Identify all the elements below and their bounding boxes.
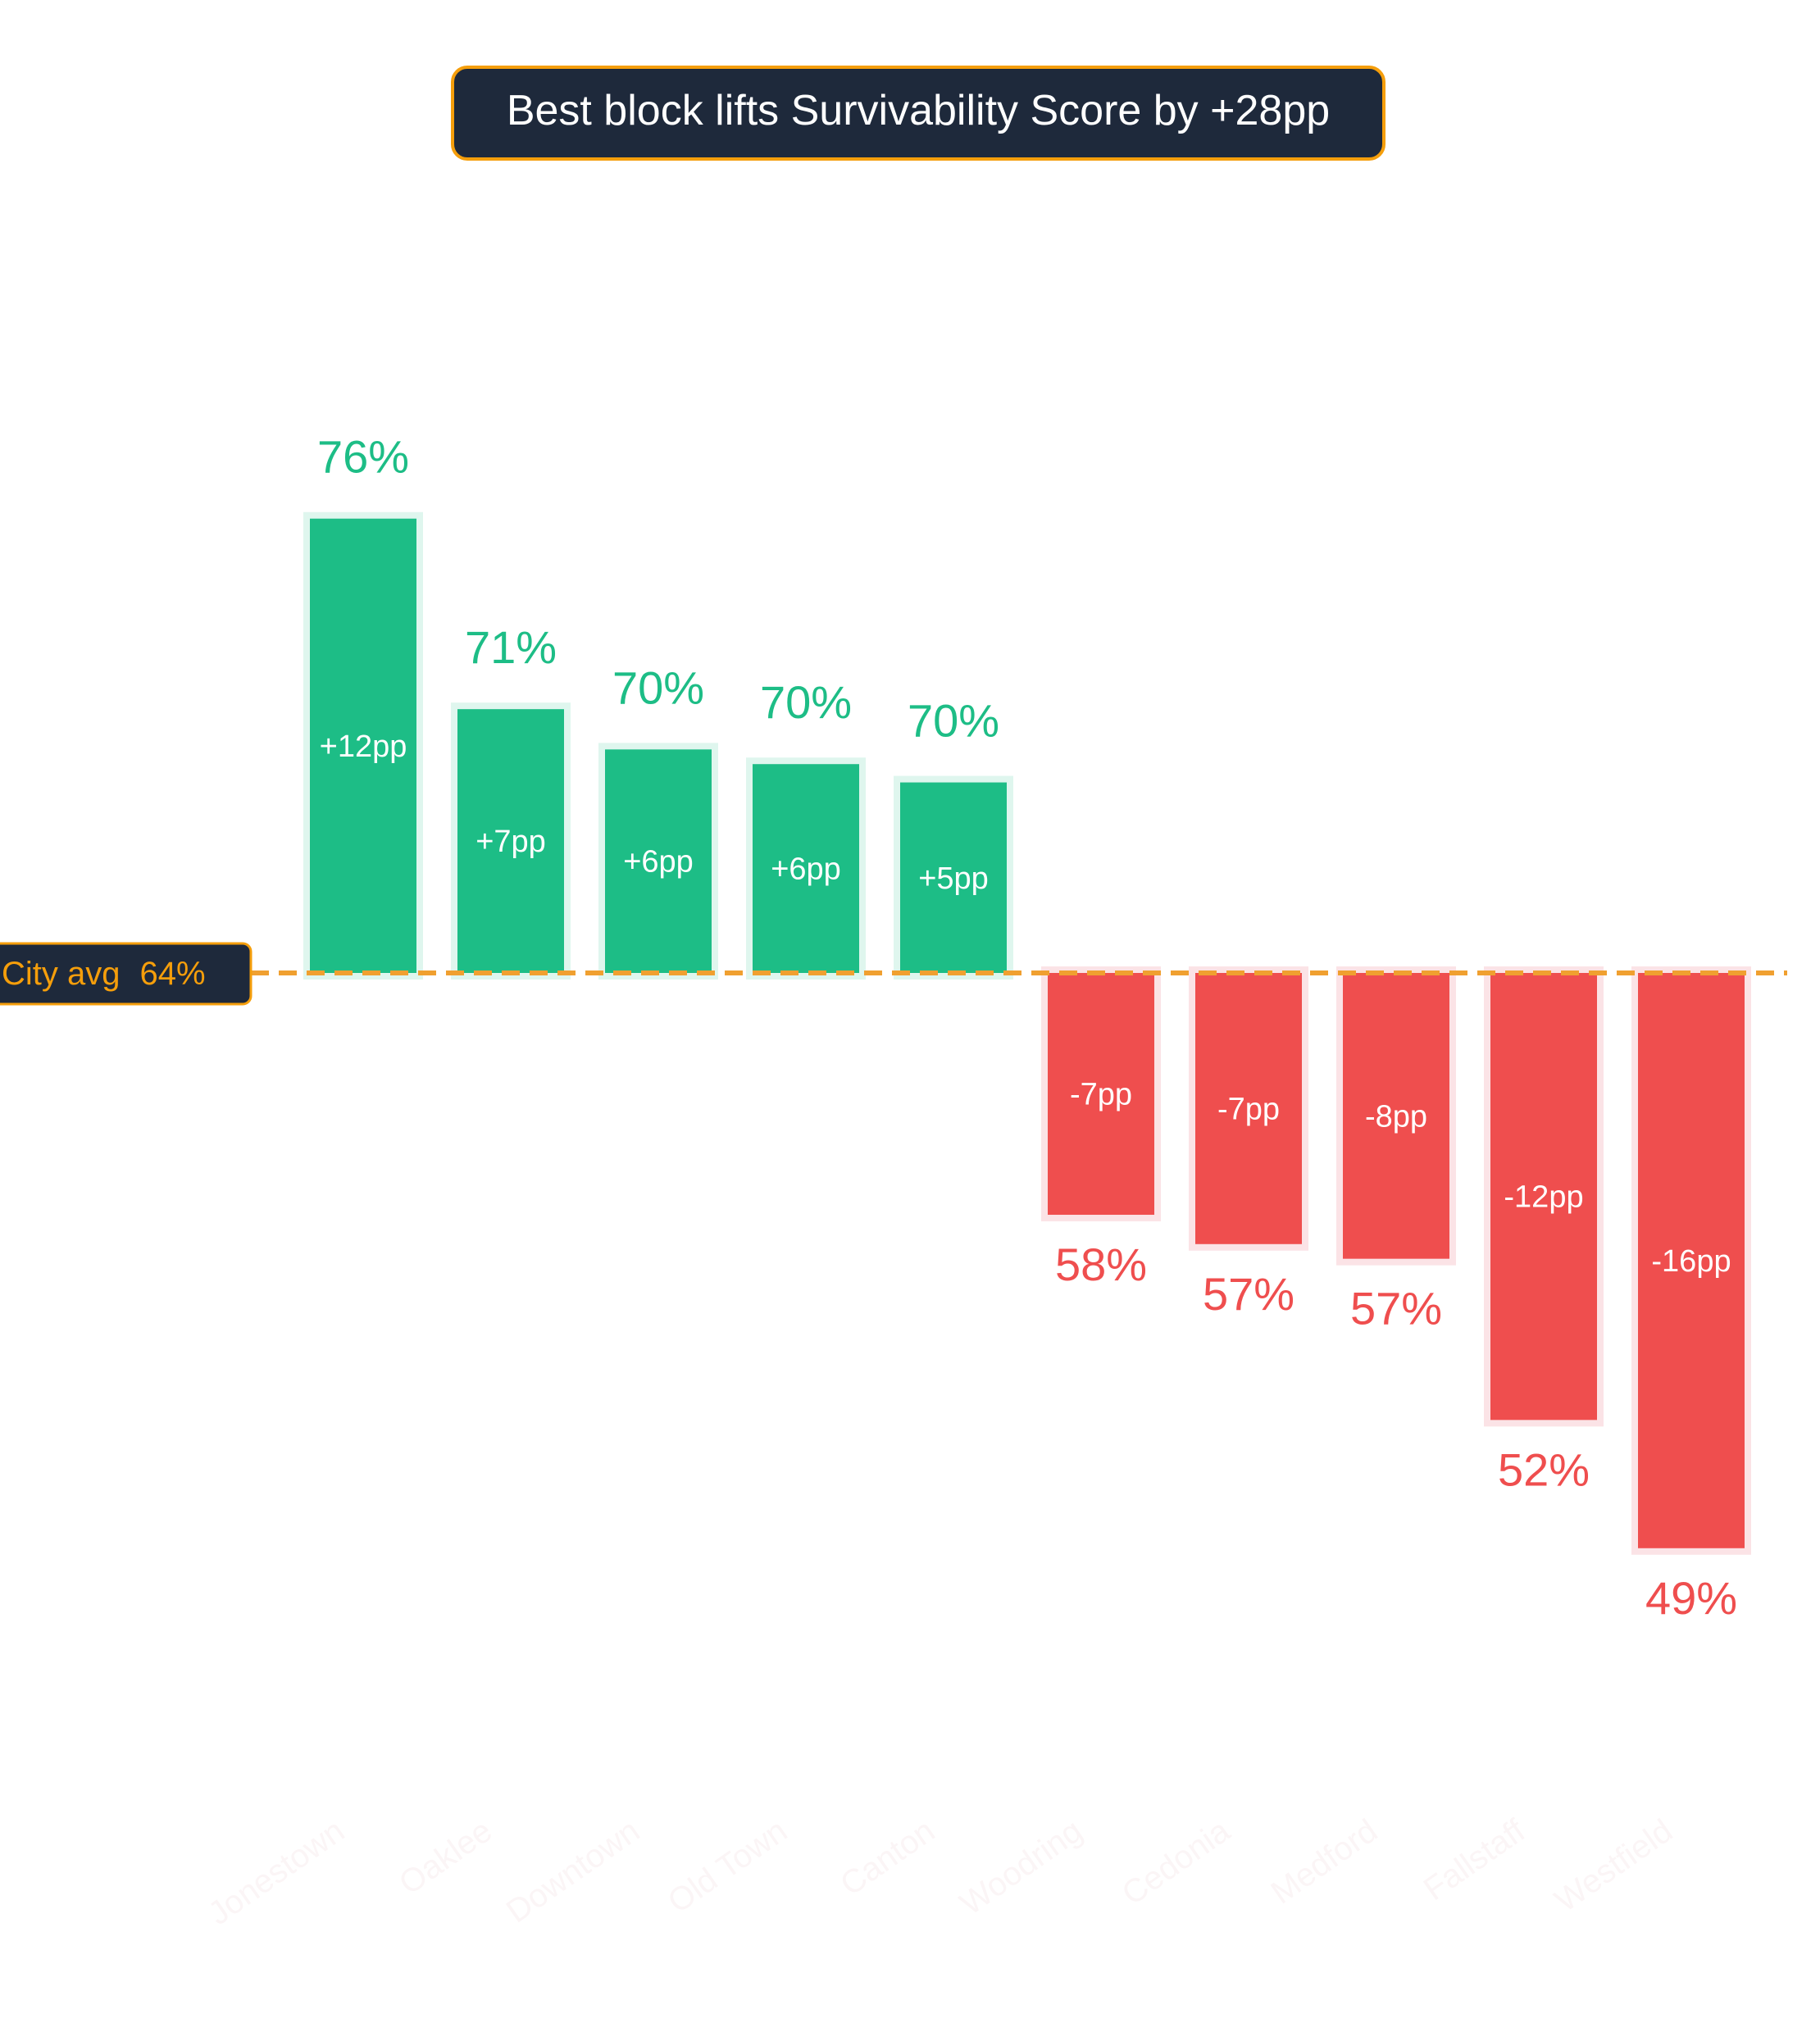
bar-diff-label: +6pp <box>771 852 841 887</box>
bar <box>753 764 859 973</box>
bar-diff-label: +6pp <box>623 845 694 880</box>
bar <box>1490 973 1597 1421</box>
bar <box>310 518 416 973</box>
bar-diff-label: +12pp <box>320 730 407 764</box>
category-tick-label: Old Town <box>662 1812 794 1920</box>
bar-value-label: 57% <box>1350 1283 1442 1334</box>
category-tick-label: Jonestown <box>202 1812 351 1932</box>
bar-diff-label: -16pp <box>1651 1244 1731 1279</box>
bar <box>1343 973 1449 1259</box>
bar-value-label: 58% <box>1055 1239 1147 1290</box>
bar-value-label: 49% <box>1645 1572 1737 1624</box>
bar <box>1195 973 1302 1244</box>
bar <box>1638 973 1745 1548</box>
city-average-name: City avg <box>2 956 121 992</box>
bar-diff-label: +7pp <box>475 825 546 859</box>
bar-value-label: 52% <box>1498 1443 1590 1495</box>
bar-diff-label: -7pp <box>1217 1092 1280 1126</box>
chart-title: Best block lifts Survivability Score by … <box>451 66 1385 161</box>
category-tick-label: Woodring <box>953 1812 1089 1922</box>
bar <box>457 709 564 973</box>
chart-title-box <box>451 66 1385 161</box>
category-tick-label: Oaklee <box>393 1812 498 1902</box>
chart-title-text: Best block lifts Survivability Score by … <box>507 87 1330 134</box>
bar-value-label: 76% <box>317 431 409 483</box>
category-tick-label: Downtown <box>500 1812 646 1930</box>
bar-value-label: 70% <box>760 676 852 728</box>
bar-diff-label: -12pp <box>1504 1180 1583 1215</box>
bar-diff-label: -8pp <box>1365 1099 1427 1134</box>
bar <box>605 749 712 973</box>
category-tick-label: Westfield <box>1549 1812 1679 1919</box>
bars-layer <box>303 511 1751 1555</box>
city-average-label: City avg 64% <box>0 942 253 1006</box>
category-tick-label: Medford <box>1265 1812 1384 1911</box>
city-average-label-box <box>0 942 253 1006</box>
category-tick-label: Cedonia <box>1116 1812 1237 1912</box>
bar-value-label: 71% <box>465 621 557 673</box>
bar <box>1048 973 1154 1216</box>
bar-value-label: 70% <box>612 661 704 713</box>
category-tick-label: Canton <box>834 1812 941 1902</box>
category-tick-label: Fallstaff <box>1417 1812 1532 1907</box>
bar <box>900 782 1007 973</box>
labels-layer: +12pp 76% Jonestown +7pp 71% Oaklee +6pp 70% Dow… <box>202 431 1737 1932</box>
bar-diff-label: +5pp <box>918 861 989 896</box>
bar-diff-label: -7pp <box>1070 1078 1132 1112</box>
city-average-label-text: City avg 64% <box>2 956 206 992</box>
city-average-value: 64% <box>140 956 206 992</box>
bar-value-label: 57% <box>1203 1268 1294 1320</box>
bar-value-label: 70% <box>908 695 999 747</box>
